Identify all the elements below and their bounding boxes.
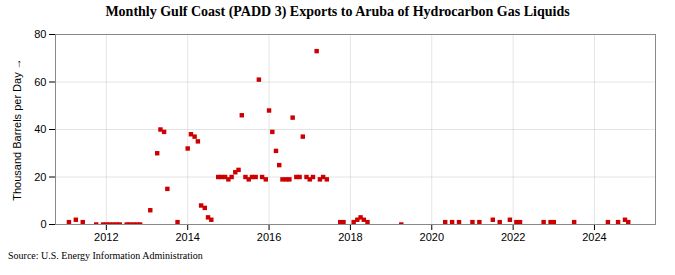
svg-text:2016: 2016 <box>257 231 281 243</box>
svg-text:Thousand Barrels per Day →: Thousand Barrels per Day → <box>11 58 23 200</box>
svg-text:20: 20 <box>34 171 46 183</box>
svg-text:0: 0 <box>40 218 46 230</box>
svg-text:2012: 2012 <box>94 231 118 243</box>
html-text:Monthly Gulf Coast (PADD 3) Ex: Monthly Gulf Coast (PADD 3) Exports to A… <box>105 4 570 19</box>
svg-text:60: 60 <box>34 76 46 88</box>
svg-text:2020: 2020 <box>420 231 444 243</box>
svg-text:40: 40 <box>34 123 46 135</box>
svg-text:2024: 2024 <box>582 231 606 243</box>
svg-text:80: 80 <box>34 28 46 40</box>
svg-text:2014: 2014 <box>175 231 199 243</box>
svg-text:2022: 2022 <box>501 231 525 243</box>
html-text:Source: U.S. Energy Informatio: Source: U.S. Energy Information Administ… <box>8 250 203 261</box>
svg-text:2018: 2018 <box>338 231 362 243</box>
